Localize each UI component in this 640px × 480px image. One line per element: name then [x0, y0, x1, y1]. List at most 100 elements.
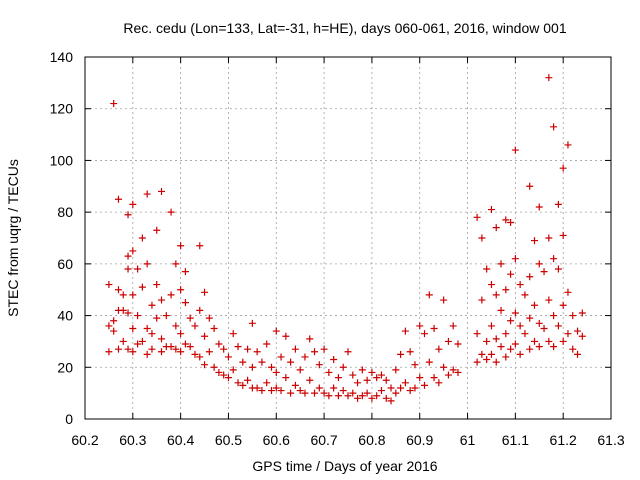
data-point	[502, 330, 510, 338]
data-point	[110, 100, 118, 108]
data-point	[492, 335, 500, 343]
data-point	[521, 330, 529, 338]
data-point	[229, 330, 237, 338]
data-point	[143, 190, 151, 198]
data-point	[444, 371, 452, 379]
data-point	[559, 301, 567, 309]
data-point	[425, 358, 433, 366]
data-point	[550, 312, 558, 320]
data-point	[258, 358, 266, 366]
data-point	[421, 381, 429, 389]
data-point	[330, 356, 338, 364]
data-point	[229, 366, 237, 374]
data-point	[401, 327, 409, 335]
data-point	[186, 343, 194, 351]
data-point	[234, 379, 242, 387]
data-point	[267, 363, 275, 371]
data-point	[421, 330, 429, 338]
data-point	[387, 384, 395, 392]
data-point	[440, 296, 448, 304]
data-point	[119, 291, 127, 299]
data-point	[497, 306, 505, 314]
data-point	[296, 366, 304, 374]
data-point	[124, 252, 132, 260]
data-point	[239, 358, 247, 366]
data-point	[224, 353, 232, 361]
data-point	[507, 345, 515, 353]
data-point	[119, 337, 127, 345]
data-point	[138, 234, 146, 242]
data-point	[148, 301, 156, 309]
data-point	[129, 348, 137, 356]
data-point	[574, 350, 582, 358]
data-point	[430, 374, 438, 382]
data-point	[559, 164, 567, 172]
data-point	[578, 332, 586, 340]
data-point	[291, 381, 299, 389]
data-point	[454, 368, 462, 376]
data-point	[129, 200, 137, 208]
data-point	[526, 273, 534, 281]
data-point	[416, 322, 424, 330]
data-point	[540, 268, 548, 276]
data-point	[220, 345, 228, 353]
data-point	[478, 234, 486, 242]
plot-frame	[84, 56, 612, 420]
data-point	[201, 361, 209, 369]
data-point	[162, 312, 170, 320]
data-point	[550, 343, 558, 351]
data-point	[114, 345, 122, 353]
data-point	[158, 348, 166, 356]
data-point	[487, 281, 495, 289]
data-point	[158, 335, 166, 343]
data-point	[411, 361, 419, 369]
data-point	[134, 312, 142, 320]
data-point	[134, 340, 142, 348]
data-point	[334, 374, 342, 382]
data-point	[349, 371, 357, 379]
data-point	[554, 200, 562, 208]
data-point	[487, 206, 495, 214]
data-point	[564, 330, 572, 338]
data-point	[220, 371, 228, 379]
data-point	[158, 187, 166, 195]
data-point	[148, 330, 156, 338]
data-point	[502, 286, 510, 294]
data-point	[110, 327, 118, 335]
data-point	[449, 366, 457, 374]
data-point	[277, 387, 285, 395]
data-point	[368, 394, 376, 402]
data-point	[196, 242, 204, 250]
data-point	[502, 216, 510, 224]
data-point	[124, 345, 132, 353]
x-tick-label: 60.9	[406, 432, 433, 448]
data-point	[272, 327, 280, 335]
y-tick-label: 140	[50, 49, 74, 65]
data-point	[540, 325, 548, 332]
data-point	[377, 387, 385, 395]
data-point	[148, 345, 156, 353]
x-tick-label: 61	[460, 432, 476, 448]
data-point	[239, 381, 247, 389]
data-point	[492, 358, 500, 366]
x-tick-label: 60.5	[215, 432, 242, 448]
data-point	[172, 345, 180, 353]
data-point	[124, 309, 132, 317]
data-point	[181, 299, 189, 307]
data-point	[134, 265, 142, 273]
data-point	[172, 260, 180, 268]
data-point	[373, 392, 381, 400]
data-point	[114, 286, 122, 294]
data-point	[530, 301, 538, 309]
data-point	[196, 306, 204, 314]
data-point	[401, 379, 409, 387]
data-point	[497, 343, 505, 351]
data-point	[363, 376, 371, 384]
data-point	[358, 366, 366, 374]
data-point	[186, 314, 194, 322]
data-point	[143, 350, 151, 358]
y-tick-label: 20	[57, 359, 73, 375]
data-point	[167, 208, 175, 216]
data-point	[358, 392, 366, 400]
data-point	[330, 384, 338, 392]
